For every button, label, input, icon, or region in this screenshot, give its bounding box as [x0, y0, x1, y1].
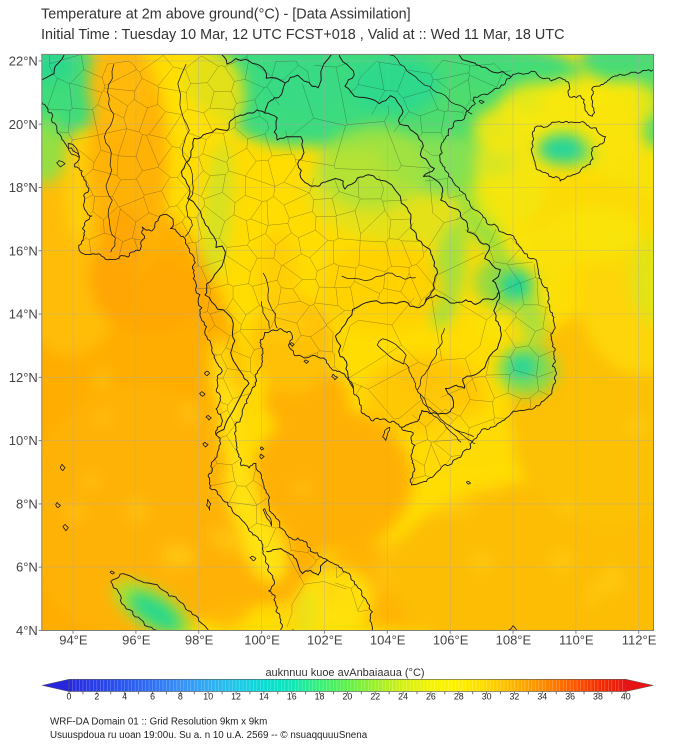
- svg-text:Usuuspdoua ru uoan 19:00u. Su: Usuuspdoua ru uoan 19:00u. Su a. n 10 u.…: [50, 730, 368, 741]
- svg-text:20°N: 20°N: [9, 117, 38, 132]
- svg-text:26: 26: [426, 692, 436, 702]
- svg-text:Temperature at 2m above ground: Temperature at 2m above ground(°C) - [Da…: [41, 7, 411, 23]
- svg-text:8°N: 8°N: [16, 497, 38, 512]
- svg-text:22: 22: [370, 692, 380, 702]
- svg-text:30: 30: [482, 692, 492, 702]
- svg-text:14°N: 14°N: [9, 307, 38, 322]
- svg-text:22°N: 22°N: [9, 54, 38, 69]
- svg-text:18°N: 18°N: [9, 180, 38, 195]
- svg-text:16: 16: [287, 692, 297, 702]
- svg-text:12°N: 12°N: [9, 370, 38, 385]
- svg-text:10°N: 10°N: [9, 433, 38, 448]
- svg-text:20: 20: [343, 692, 353, 702]
- svg-text:38: 38: [593, 692, 603, 702]
- svg-text:0: 0: [67, 692, 72, 702]
- svg-text:112°E: 112°E: [622, 632, 657, 647]
- svg-text:102°E: 102°E: [307, 632, 343, 647]
- svg-text:auknnuu kuoe avAnbaiaaua (°C): auknnuu kuoe avAnbaiaaua (°C): [265, 667, 424, 679]
- svg-text:100°E: 100°E: [244, 632, 280, 647]
- svg-text:18: 18: [315, 692, 325, 702]
- svg-text:16°N: 16°N: [9, 243, 38, 258]
- svg-text:14: 14: [259, 692, 269, 702]
- svg-text:108°E: 108°E: [496, 632, 532, 647]
- svg-text:110°E: 110°E: [559, 632, 594, 647]
- svg-text:2: 2: [94, 692, 99, 702]
- svg-text:6°N: 6°N: [16, 560, 38, 575]
- svg-text:98°E: 98°E: [185, 632, 214, 647]
- svg-text:4: 4: [122, 692, 127, 702]
- svg-text:32: 32: [510, 692, 520, 702]
- svg-text:6: 6: [150, 692, 155, 702]
- svg-text:34: 34: [537, 692, 547, 702]
- svg-text:96°E: 96°E: [122, 632, 151, 647]
- svg-text:28: 28: [454, 692, 464, 702]
- svg-text:Initial Time : Tuesday 10 Mar,: Initial Time : Tuesday 10 Mar, 12 UTC FC…: [41, 27, 564, 43]
- svg-text:40: 40: [621, 692, 631, 702]
- svg-text:104°E: 104°E: [370, 632, 406, 647]
- svg-text:94°E: 94°E: [59, 632, 88, 647]
- svg-text:WRF-DA Domain 01 :: Grid Resol: WRF-DA Domain 01 :: Grid Resolution 9km …: [50, 717, 267, 728]
- svg-text:4°N: 4°N: [16, 623, 38, 638]
- svg-text:12: 12: [231, 692, 241, 702]
- svg-text:24: 24: [398, 692, 408, 702]
- svg-text:8: 8: [178, 692, 183, 702]
- svg-text:36: 36: [565, 692, 575, 702]
- svg-text:106°E: 106°E: [433, 632, 469, 647]
- svg-text:10: 10: [203, 692, 213, 702]
